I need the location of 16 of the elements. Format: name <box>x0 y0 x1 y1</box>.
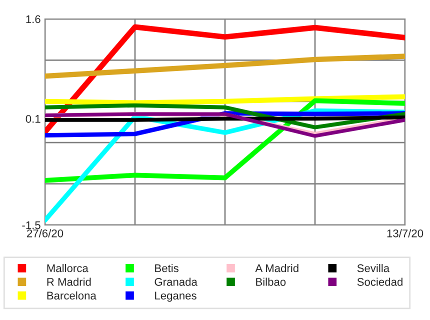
y-tick-label: -1.5 <box>22 221 40 230</box>
legend-label: Sociedad <box>357 278 402 286</box>
legend-label: Bilbao <box>256 278 286 286</box>
line-series <box>45 98 405 183</box>
y-tick-label: 0.1 <box>26 114 40 123</box>
y-tick-label: 1.6 <box>26 15 40 24</box>
legend-label: Granada <box>154 278 198 286</box>
x-tick-label: 27/6/20 <box>27 229 64 238</box>
legend-label: R Madrid <box>47 278 91 286</box>
legend-label: Leganes <box>155 292 196 302</box>
legend-label: Betis <box>155 264 178 272</box>
legend-label: Mallorca <box>47 264 88 272</box>
legend-label: Barcelona <box>47 291 96 300</box>
legend-label: A Madrid <box>255 264 298 272</box>
legend-label: Sevilla <box>357 264 390 272</box>
x-tick-label: 13/7/20 <box>387 229 424 238</box>
